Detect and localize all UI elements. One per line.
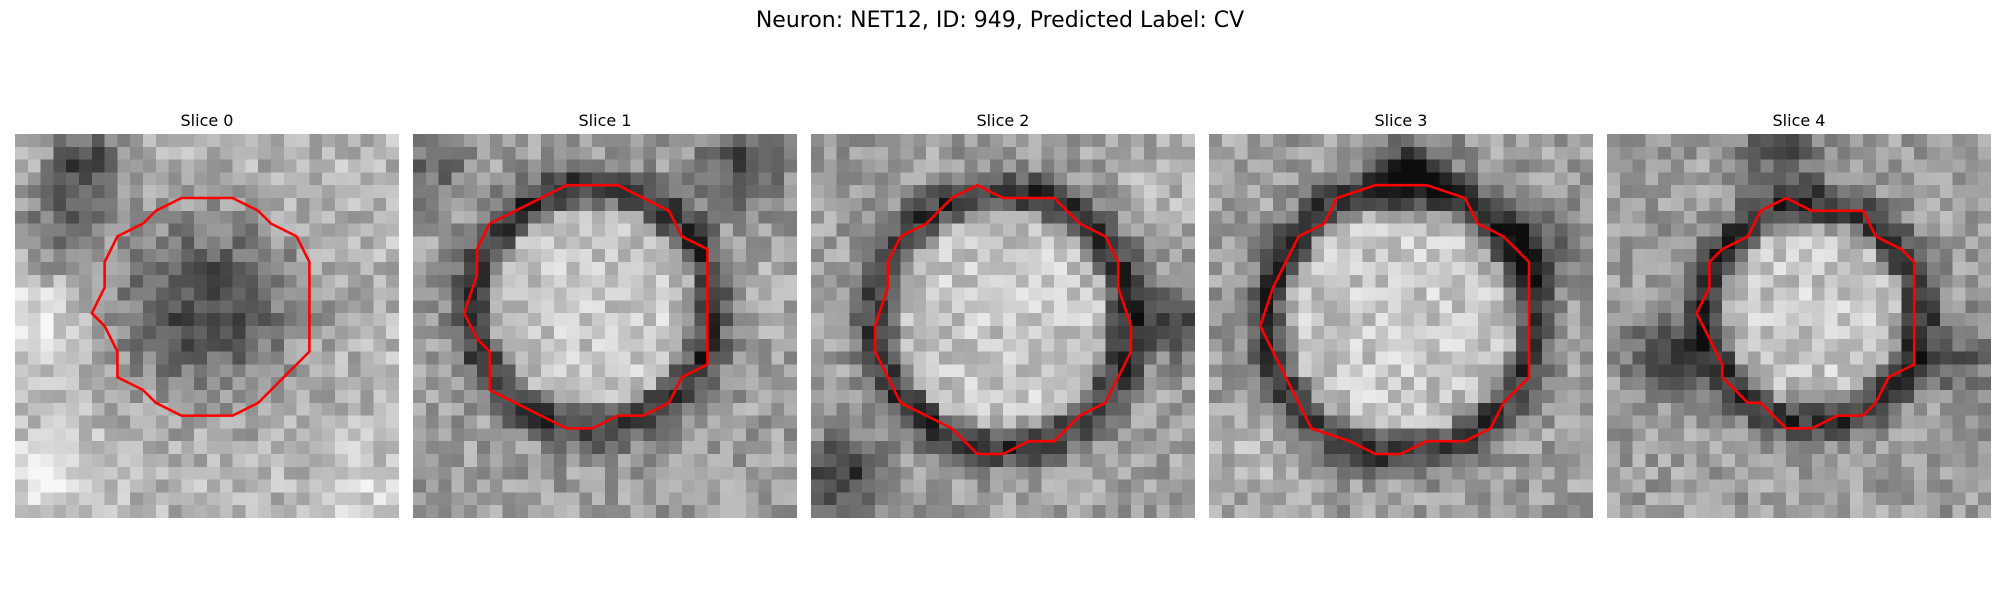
slice-title: Slice 3: [1374, 111, 1428, 130]
segmentation-contour: [1258, 183, 1531, 456]
slice-title: Slice 2: [976, 111, 1030, 130]
segmentation-contour: [873, 183, 1133, 456]
slice-title: Slice 0: [180, 111, 234, 130]
slice-title: Slice 1: [578, 111, 632, 130]
slice-panel-4: Slice 4: [1607, 108, 1991, 518]
slice-panel-0: Slice 0: [15, 108, 399, 518]
slice-image: [413, 134, 797, 518]
slice-panel-3: Slice 3: [1209, 108, 1593, 518]
figure-title: Neuron: NET12, ID: 949, Predicted Label:…: [755, 8, 1245, 33]
segmentation-contour: [90, 196, 311, 417]
slice-image: [15, 134, 399, 518]
slice-panel-2: Slice 2: [811, 108, 1195, 518]
slice-image: [811, 134, 1195, 518]
slice-image: [1209, 134, 1593, 518]
slice-panel-1: Slice 1: [413, 108, 797, 518]
slice-image: [1607, 134, 1991, 518]
segmentation-contour: [1695, 196, 1916, 430]
slice-title: Slice 4: [1772, 111, 1826, 130]
segmentation-contour: [462, 183, 709, 430]
